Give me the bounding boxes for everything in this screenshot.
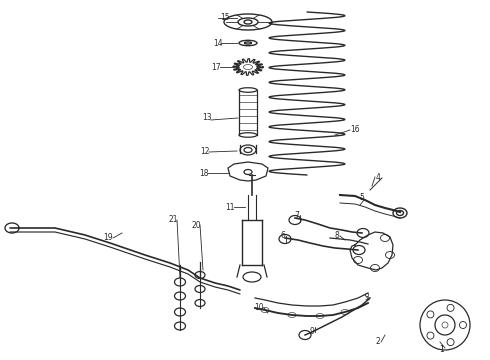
Text: 12: 12 (200, 148, 210, 157)
Text: 16: 16 (350, 126, 360, 135)
Text: 10: 10 (254, 303, 264, 312)
Text: 19: 19 (103, 234, 113, 243)
Text: 14: 14 (213, 39, 223, 48)
Text: 11: 11 (225, 202, 235, 211)
Text: 1: 1 (440, 346, 444, 355)
Text: 9: 9 (310, 328, 315, 337)
Text: 13: 13 (202, 113, 212, 122)
Text: 4: 4 (375, 172, 380, 181)
Text: 7: 7 (294, 211, 299, 220)
Text: 3: 3 (365, 293, 369, 302)
Text: 18: 18 (199, 168, 209, 177)
Text: 2: 2 (376, 338, 380, 346)
Text: 17: 17 (211, 63, 221, 72)
Text: 6: 6 (281, 231, 286, 240)
Text: 21: 21 (168, 216, 178, 225)
Text: 20: 20 (191, 220, 201, 230)
Text: 5: 5 (360, 194, 365, 202)
Text: 15: 15 (220, 13, 230, 22)
Text: 8: 8 (335, 231, 340, 240)
